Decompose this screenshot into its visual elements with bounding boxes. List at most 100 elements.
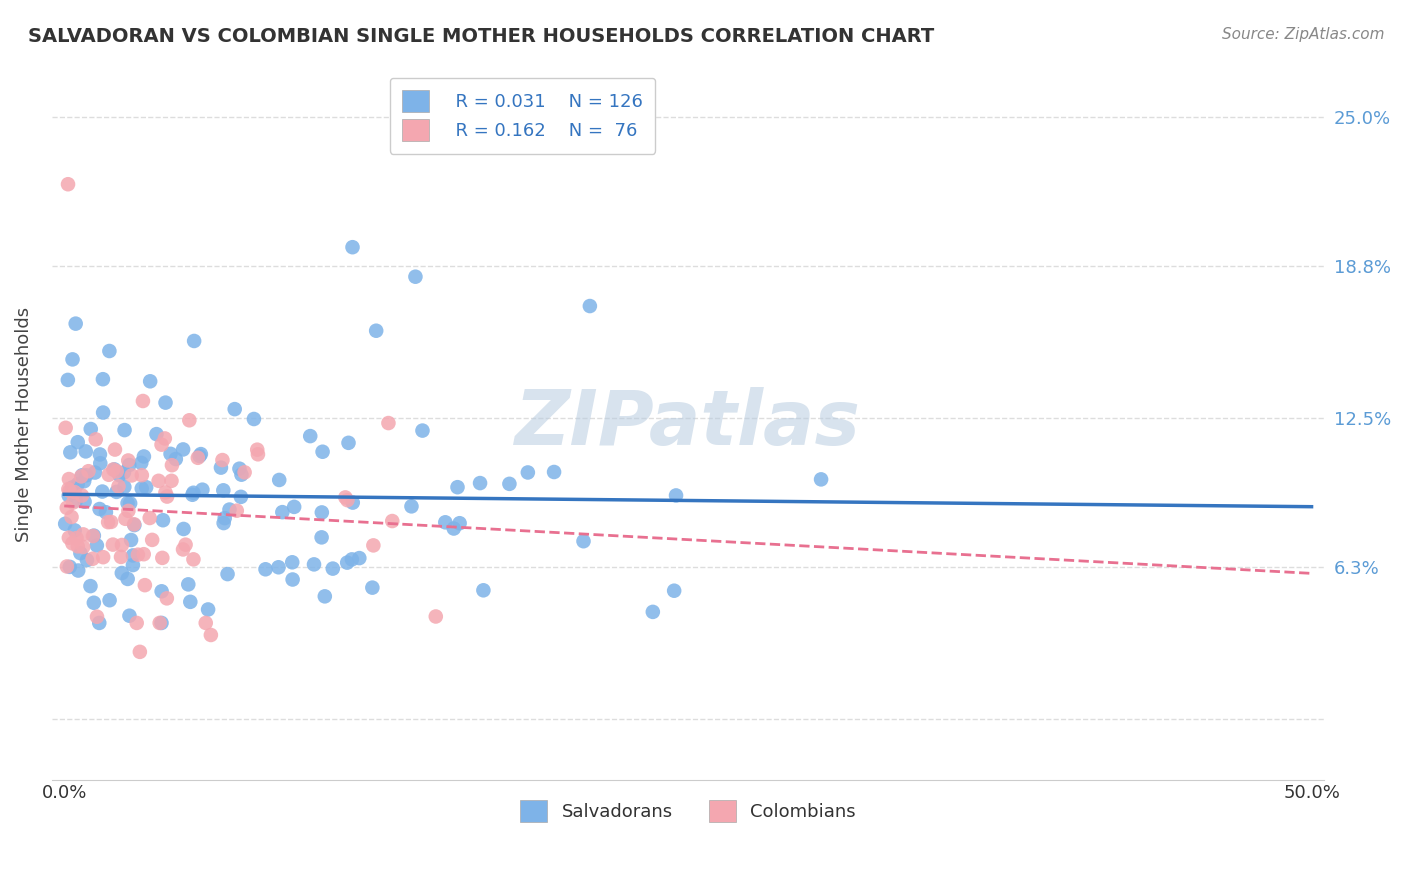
Point (363, 538, 385, 552)
Point (543, 465, 565, 479)
Point (572, 534, 595, 549)
Point (132, 450, 155, 464)
Point (70, 469, 93, 483)
Point (117, 504, 139, 518)
Point (121, 468, 143, 483)
Point (165, 452, 187, 467)
Point (342, 495, 364, 509)
Point (271, 505, 294, 519)
Point (122, 549, 145, 563)
Point (218, 502, 240, 516)
Point (70, 489, 93, 503)
Point (63, 485, 86, 500)
Point (197, 602, 219, 616)
Point (103, 462, 125, 476)
Point (110, 549, 132, 564)
Point (150, 550, 173, 565)
Point (131, 468, 153, 483)
Point (342, 240, 364, 254)
Point (84, 466, 107, 480)
Point (66, 435, 89, 450)
Point (89, 615, 111, 630)
Point (662, 583, 685, 598)
Point (214, 511, 236, 525)
Point (108, 468, 131, 483)
Point (246, 442, 269, 457)
Point (83, 596, 105, 610)
Point (434, 516, 457, 530)
Point (134, 578, 156, 592)
Point (58, 531, 80, 545)
Point (156, 490, 179, 504)
Point (56, 559, 79, 574)
Point (155, 395, 177, 409)
Point (117, 572, 139, 586)
Point (120, 496, 142, 510)
Point (55, 421, 77, 435)
Point (91, 484, 114, 499)
Point (77, 464, 100, 478)
Point (105, 464, 128, 478)
Point (243, 412, 266, 426)
Point (91, 550, 114, 565)
Legend: Salvadorans, Colombians: Salvadorans, Colombians (508, 788, 869, 835)
Point (366, 324, 388, 338)
Point (191, 483, 214, 497)
Point (179, 413, 201, 427)
Point (82, 551, 104, 566)
Point (122, 558, 145, 572)
Point (62, 495, 84, 509)
Point (443, 521, 465, 535)
Point (100, 515, 122, 529)
Point (229, 490, 252, 504)
Point (810, 472, 832, 486)
Point (665, 488, 688, 502)
Point (86, 538, 108, 552)
Point (91, 405, 114, 419)
Point (145, 427, 167, 442)
Point (105, 484, 128, 499)
Point (404, 269, 426, 284)
Point (254, 562, 277, 576)
Point (98, 344, 121, 359)
Point (149, 615, 172, 630)
Point (139, 374, 162, 388)
Point (94, 505, 117, 519)
Point (56, 500, 79, 515)
Point (83, 528, 105, 542)
Point (132, 547, 155, 561)
Point (111, 538, 134, 552)
Point (114, 423, 136, 437)
Point (212, 483, 235, 498)
Point (159, 447, 181, 461)
Point (73, 474, 96, 488)
Text: ZIPatlas: ZIPatlas (515, 387, 860, 461)
Point (200, 628, 222, 642)
Point (58, 483, 80, 498)
Point (67, 564, 90, 578)
Point (150, 615, 173, 630)
Point (281, 573, 304, 587)
Point (128, 645, 150, 659)
Point (65, 531, 87, 545)
Point (411, 424, 433, 438)
Point (60, 536, 83, 550)
Point (641, 605, 664, 619)
Point (75, 444, 97, 458)
Point (59, 445, 82, 459)
Point (233, 466, 256, 480)
Point (72, 540, 94, 554)
Point (117, 496, 139, 510)
Point (129, 456, 152, 470)
Point (59, 560, 82, 574)
Point (194, 615, 217, 630)
Point (111, 566, 134, 580)
Point (58, 472, 80, 486)
Point (155, 485, 177, 500)
Point (401, 500, 423, 514)
Point (361, 581, 384, 595)
Point (181, 488, 204, 502)
Text: SALVADORAN VS COLOMBIAN SINGLE MOTHER HOUSEHOLDS CORRELATION CHART: SALVADORAN VS COLOMBIAN SINGLE MOTHER HO… (28, 27, 935, 45)
Point (120, 533, 142, 547)
Point (472, 583, 495, 598)
